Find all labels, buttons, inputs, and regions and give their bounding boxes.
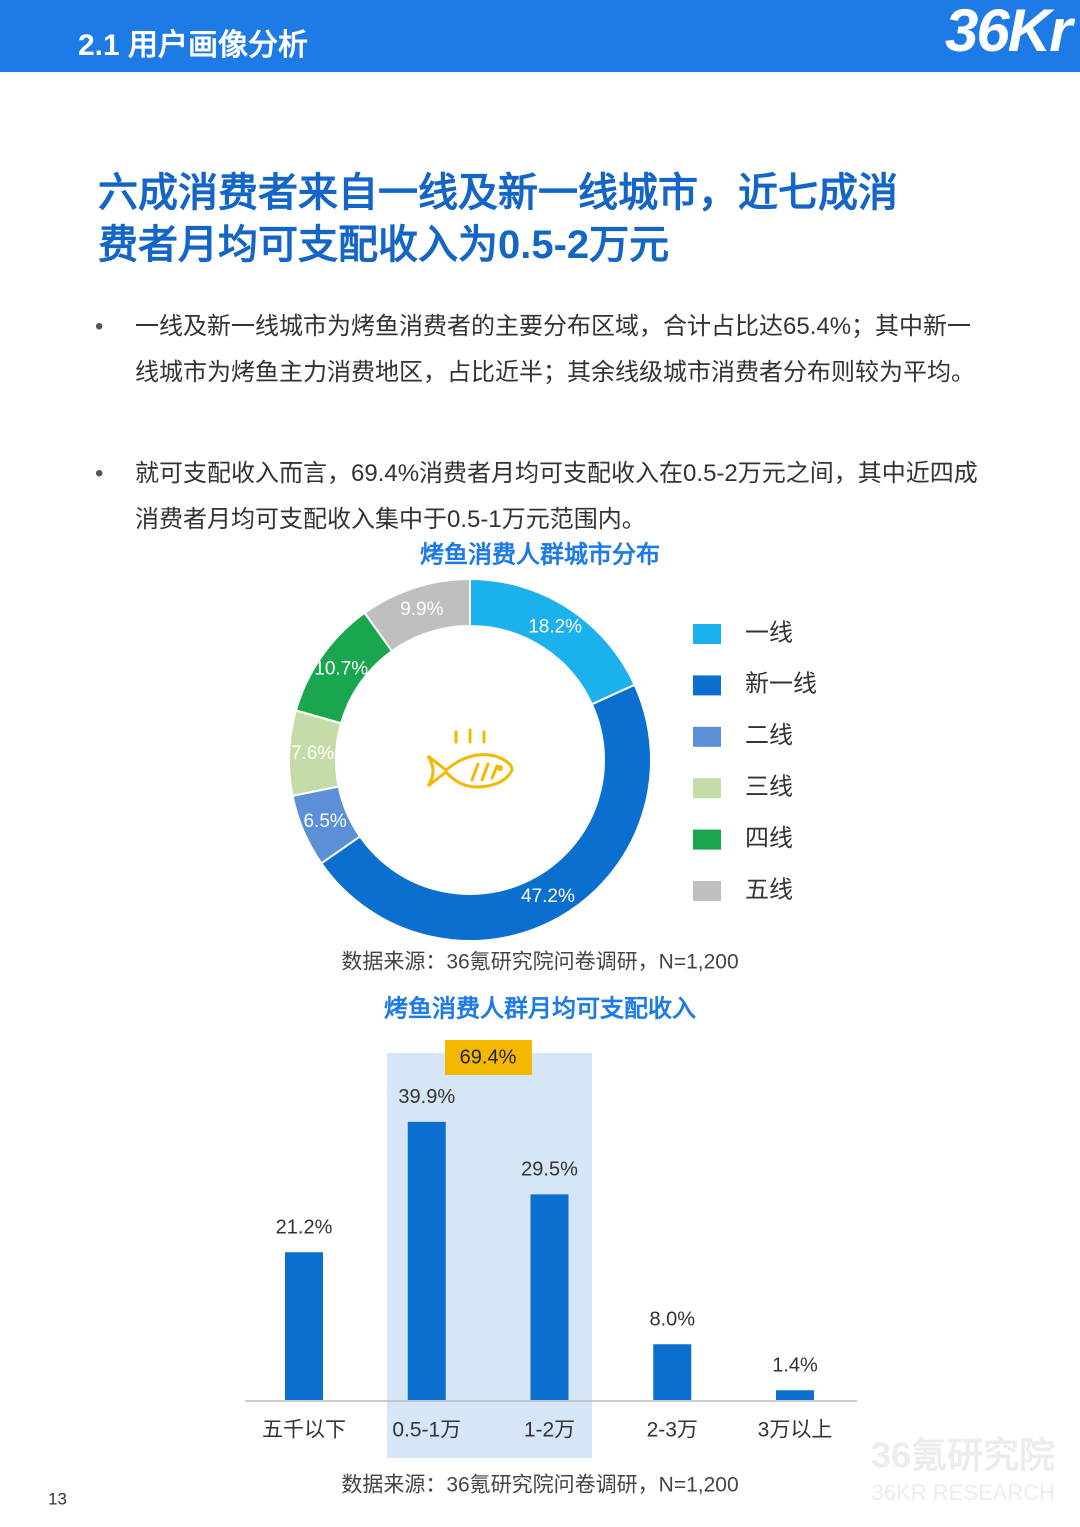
page-number: 13	[48, 1489, 67, 1508]
data-label: 47.2%	[521, 886, 575, 907]
data-label: 39.9%	[398, 1086, 455, 1108]
data-label: 10.7%	[314, 658, 368, 679]
pie-slice	[469, 577, 636, 706]
data-label: 18.2%	[528, 617, 582, 638]
data-label: 1.4%	[772, 1355, 818, 1377]
bar	[653, 1344, 692, 1400]
bar	[776, 1390, 814, 1400]
bullet: 一线及新一线城市为烤鱼消费者的主要分布区域，合计占比达65.4%；其中新一线城市…	[95, 304, 990, 396]
data-label: 9.9%	[400, 599, 443, 620]
annotation: 69.4%	[460, 1046, 517, 1068]
legend-swatch	[693, 624, 721, 644]
legend-swatch	[693, 829, 721, 850]
annotation-box	[445, 1040, 532, 1075]
fish-icon	[426, 728, 514, 789]
header-title: 2.1 用户画像分析	[78, 29, 309, 62]
headline: 费者月均可支配收入为0.5-2万元	[98, 223, 670, 267]
bar	[407, 1121, 446, 1400]
source: 数据来源：36氪研究院问卷调研，N=1,200	[341, 1474, 738, 1497]
legend-swatch	[693, 726, 721, 747]
data-label: 7.6%	[291, 743, 334, 764]
legend-swatch	[693, 881, 721, 901]
legend-label: 四线	[745, 825, 793, 852]
header-bar	[0, 0, 1080, 72]
headline: 六成消费者来自一线及新一线城市，近七成消	[98, 171, 898, 215]
x-tick-label: 0.5-1万	[392, 1419, 461, 1442]
x-tick-label: 2-3万	[647, 1419, 698, 1442]
bar	[285, 1252, 323, 1400]
data-label: 6.5%	[303, 811, 346, 832]
pie-slice	[319, 683, 652, 942]
chart-title: 烤鱼消费人群城市分布	[420, 540, 660, 568]
legend-label: 一线	[745, 619, 793, 646]
legend-label: 二线	[745, 722, 793, 749]
legend-swatch	[693, 778, 721, 799]
legend-label: 新一线	[745, 671, 817, 698]
source: 数据来源：36氪研究院问卷调研，N=1,200	[341, 951, 738, 974]
legend-label: 三线	[745, 774, 793, 801]
logo: 36Kr	[945, 0, 1072, 64]
legend-label: 五线	[745, 876, 793, 903]
watermark: 36氪研究院	[871, 1435, 1055, 1476]
watermark: 36KR RESEARCH	[872, 1480, 1055, 1505]
x-tick-label: 五千以下	[262, 1419, 346, 1442]
chart-title: 烤鱼消费人群月均可支配收入	[384, 994, 696, 1022]
pie-slice	[363, 577, 471, 653]
x-tick-label: 3万以上	[758, 1419, 833, 1442]
bar	[530, 1194, 569, 1400]
data-label: 21.2%	[276, 1217, 333, 1239]
data-label: 8.0%	[649, 1309, 695, 1331]
bullet: 就可支配收入而言，69.4%消费者月均可支配收入在0.5-2万元之间，其中近四成…	[95, 451, 990, 543]
data-label: 29.5%	[521, 1159, 578, 1181]
x-tick-label: 1-2万	[524, 1419, 575, 1442]
legend-swatch	[693, 675, 721, 696]
